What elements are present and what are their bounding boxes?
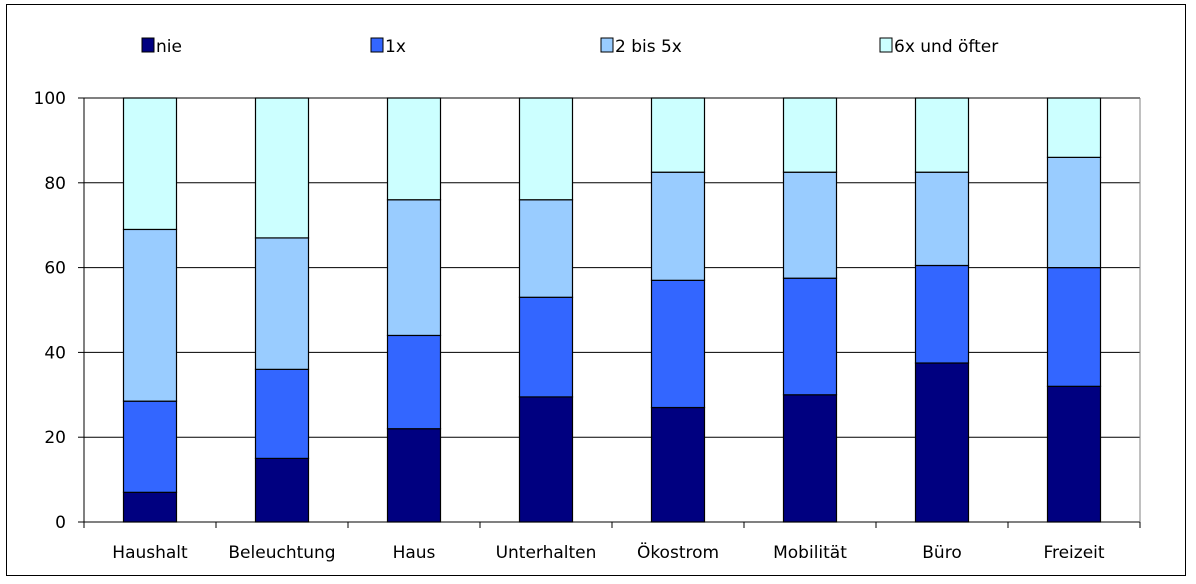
x-tick-labels: Haushalt Beleuchtung Haus Unterhalten Ökostr… (112, 541, 1105, 563)
x-tick-label: Freizeit (1043, 543, 1104, 563)
bar-segment (914, 264, 970, 364)
bar-segment (782, 394, 838, 523)
bar-segment (650, 171, 706, 281)
bar-segment (1046, 156, 1102, 269)
bar-segment (122, 97, 178, 231)
y-tick-label: 20 (44, 428, 66, 448)
bar-segment (518, 97, 574, 201)
x-tick-label: Mobilität (773, 543, 847, 563)
legend-label: nie (156, 37, 182, 57)
legend-swatch (141, 37, 155, 53)
bar-segment (782, 97, 838, 173)
y-tick-label: 80 (44, 174, 66, 194)
legend: nie 1x 2 bis 5x 6x und öfter (141, 37, 998, 57)
bar-segment (122, 491, 178, 523)
legend-label: 1x (385, 37, 406, 57)
bar-segment (254, 97, 310, 239)
chart-frame (6, 4, 1186, 576)
legend-swatch (370, 37, 384, 53)
bar-segment (914, 97, 970, 173)
y-tick-label: 60 (44, 259, 66, 279)
bar-segment (782, 171, 838, 279)
bar-segment (650, 97, 706, 173)
bar-segment (386, 97, 442, 201)
bar-segment (518, 396, 574, 523)
bar-segment (782, 277, 838, 396)
x-tick-label: Büro (922, 543, 961, 563)
bar-segment (386, 428, 442, 523)
axes (78, 97, 1141, 528)
bar-segment (386, 334, 442, 430)
legend-swatch (600, 37, 614, 53)
bar-segment (914, 362, 970, 523)
bar-segment (1046, 97, 1102, 158)
y-tick-labels: 0 20 40 60 80 100 (34, 89, 66, 533)
y-tick-label: 0 (55, 513, 66, 533)
x-tick-label: Beleuchtung (228, 543, 335, 563)
bars (122, 97, 1102, 523)
bar-segment (386, 199, 442, 337)
bar-segment (650, 406, 706, 523)
legend-swatch (879, 37, 893, 53)
bar-segment (254, 237, 310, 370)
bar-segment (122, 228, 178, 402)
bar-segment (518, 296, 574, 398)
x-tick-label: Unterhalten (496, 543, 597, 563)
bar-segment (254, 368, 310, 459)
gridlines (84, 97, 1140, 438)
bar-segment (254, 457, 310, 523)
y-tick-label: 100 (34, 89, 66, 109)
legend-label: 2 bis 5x (615, 37, 682, 57)
bar-segment (1046, 385, 1102, 523)
bar-segment (122, 400, 178, 493)
bar-segment (1046, 267, 1102, 387)
bar-segment (650, 279, 706, 409)
x-tick-label: Haushalt (112, 543, 188, 563)
bar-segment (518, 199, 574, 298)
x-tick-label: Haus (393, 543, 436, 563)
bar-segment (914, 171, 970, 267)
y-tick-label: 40 (44, 343, 66, 363)
legend-label: 6x und öfter (894, 37, 998, 57)
x-tick-label: Ökostrom (637, 541, 719, 563)
